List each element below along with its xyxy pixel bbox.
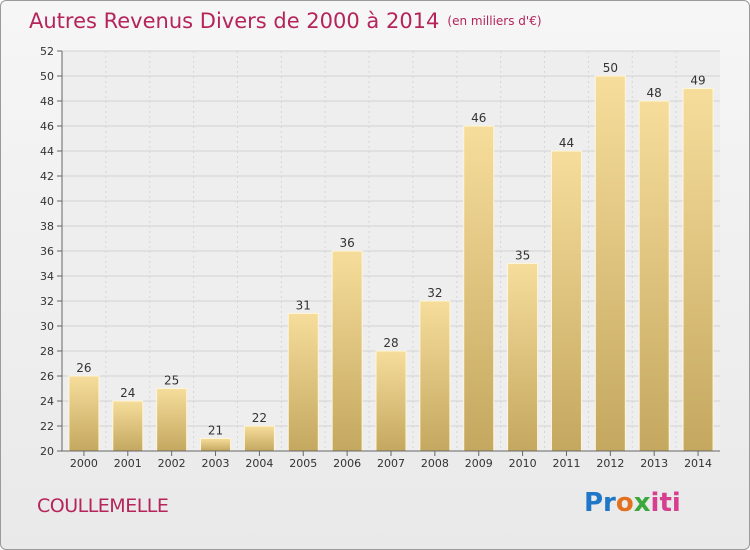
bar-2008 <box>419 300 451 452</box>
x-tick-label-2006: 2006 <box>333 457 361 470</box>
y-tick-label: 28 <box>40 345 54 358</box>
x-tick-label-2010: 2010 <box>509 457 537 470</box>
x-tick-label-2005: 2005 <box>289 457 317 470</box>
bar-2014 <box>682 88 714 452</box>
bar-2013 <box>638 100 670 452</box>
y-tick-label: 50 <box>40 70 54 83</box>
bar-2000 <box>68 375 100 452</box>
y-tick-label: 22 <box>40 420 54 433</box>
x-tick-label-2013: 2013 <box>640 457 668 470</box>
y-tick-label: 48 <box>40 95 54 108</box>
bar-2005 <box>287 313 319 452</box>
value-label-2002: 25 <box>164 374 179 388</box>
axis-layer: 20 22 24 26 28 30 32 34 36 38 40 42 44 46 48 50 52 2000 20… <box>40 45 720 470</box>
bar-2003 <box>200 438 232 452</box>
y-tick-label: 52 <box>40 45 54 58</box>
y-tick-label: 40 <box>40 195 54 208</box>
x-tick-label-2011: 2011 <box>552 457 580 470</box>
value-label-2009: 46 <box>471 111 486 125</box>
y-tick-label: 24 <box>40 395 54 408</box>
y-tick-label: 34 <box>40 270 54 283</box>
bar-2007 <box>375 350 407 452</box>
value-label-2011: 44 <box>559 136 574 150</box>
bar-2012 <box>594 75 626 452</box>
proxiti-logo: Proxiti <box>584 488 681 518</box>
value-label-2013: 48 <box>647 86 662 100</box>
y-tick-label: 32 <box>40 295 54 308</box>
value-label-2003: 21 <box>208 424 223 438</box>
y-tick-label: 38 <box>40 220 54 233</box>
value-label-2012: 50 <box>603 61 618 75</box>
x-tick-label-2001: 2001 <box>114 457 142 470</box>
x-tick-label-2008: 2008 <box>421 457 449 470</box>
bar-2009 <box>463 125 495 452</box>
chart-unit: (en milliers d'€) <box>447 14 542 28</box>
x-tick-label-2003: 2003 <box>202 457 230 470</box>
value-label-2007: 28 <box>383 336 398 350</box>
value-label-2005: 31 <box>296 299 311 313</box>
x-tick-label-2000: 2000 <box>70 457 98 470</box>
bar-2011 <box>550 150 582 452</box>
chart-title-text: Autres Revenus Divers de 2000 à 2014 <box>29 9 440 33</box>
y-tick-label: 30 <box>40 320 54 333</box>
value-label-2014: 49 <box>690 74 705 88</box>
x-tick-label-2012: 2012 <box>596 457 624 470</box>
logo-part-4: iti <box>650 488 681 518</box>
logo-part-3: x <box>633 488 651 518</box>
y-tick-label: 20 <box>40 445 54 458</box>
bar-2002 <box>156 388 188 452</box>
x-tick-label-2009: 2009 <box>465 457 493 470</box>
value-label-2006: 36 <box>339 236 354 250</box>
x-tick-label-2007: 2007 <box>377 457 405 470</box>
value-label-2000: 26 <box>76 361 91 375</box>
chart-title: Autres Revenus Divers de 2000 à 2014 (en … <box>29 9 542 33</box>
y-tick-label: 36 <box>40 245 54 258</box>
y-tick-label: 42 <box>40 170 54 183</box>
bar-2010 <box>507 263 539 452</box>
value-label-2004: 22 <box>252 411 267 425</box>
value-label-2010: 35 <box>515 249 530 263</box>
bar-layer: 26 24 25 21 22 31 36 28 32 46 35 44 50 48 49 <box>68 61 714 452</box>
y-tick-label: 44 <box>40 145 54 158</box>
city-name: COULLEMELLE <box>37 495 169 517</box>
y-tick-label: 46 <box>40 120 54 133</box>
bar-2004 <box>243 425 275 452</box>
logo-part-2: o <box>615 488 634 518</box>
value-label-2001: 24 <box>120 386 135 400</box>
x-tick-label-2014: 2014 <box>684 457 712 470</box>
value-label-2008: 32 <box>427 286 442 300</box>
x-tick-label-2004: 2004 <box>245 457 273 470</box>
x-tick-label-2002: 2002 <box>158 457 186 470</box>
logo-part-1: Pr <box>584 488 616 518</box>
bar-2006 <box>331 250 363 452</box>
bar-2001 <box>112 400 144 452</box>
y-tick-label: 26 <box>40 370 54 383</box>
